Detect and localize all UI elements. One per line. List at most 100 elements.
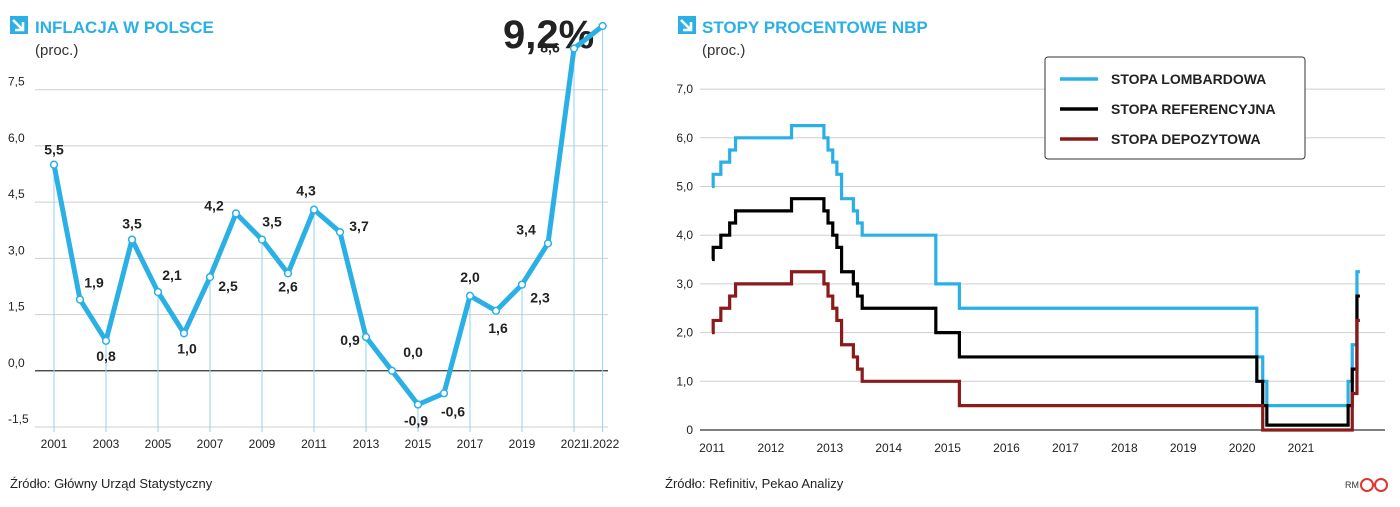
inflation-data-point <box>179 329 189 338</box>
inflation-x-tick-label: 2017 <box>457 437 484 451</box>
inflation-data-label: -0,9 <box>404 413 428 429</box>
inflation-data-point <box>257 235 267 244</box>
inflation-unit: (proc.) <box>35 42 78 59</box>
inflation-x-tick-label: 2005 <box>145 437 172 451</box>
inflation-data-label: 4,2 <box>204 197 224 213</box>
inflation-gridlines <box>35 89 608 428</box>
inflation-data-label: 0,0 <box>403 344 423 360</box>
inflation-data-label: 3,5 <box>262 214 282 230</box>
inflation-data-label: 2,1 <box>162 267 182 283</box>
inflation-series-line <box>51 23 606 408</box>
inflation-data-labels: 5,5 1,9 0,8 3,5 2,1 1,0 2,5 4,2 3,5 2,6 4,3 3,7 0,9 0… <box>44 39 560 428</box>
rates-x-tick-label: 2014 <box>875 441 902 455</box>
inflation-data-label: 1,6 <box>488 320 508 336</box>
inflation-data-point <box>387 366 397 375</box>
rates-x-tick-label: 2016 <box>993 441 1020 455</box>
inflation-data-label: -0,6 <box>441 403 465 419</box>
inflation-x-axis: 2001 2003 2005 2007 2009 2011 2013 2015 2017 2019… <box>41 437 620 451</box>
rates-y-axis: 7,0 6,0 5,0 4,0 3,0 2,0 1,0 0 <box>676 82 693 437</box>
inflation-data-point <box>335 227 345 237</box>
rates-x-tick-label: 2012 <box>758 441 785 455</box>
rates-title-arrow-icon <box>678 16 696 34</box>
inflation-data-label: 3,7 <box>349 218 369 234</box>
inflation-data-point <box>231 209 241 218</box>
inflation-data-label: 3,4 <box>516 221 536 237</box>
rates-series-line <box>711 197 1360 427</box>
inflation-y-axis: 7,5 6,0 4,5 3,0 1,5 0,0 -1,5 <box>8 75 29 426</box>
inflation-x-tick-label: 2001 <box>41 437 68 451</box>
inflation-data-point <box>101 336 111 345</box>
rates-legend: STOPA LOMBARDOWA STOPA REFERENCYJNA STOPA … <box>1044 56 1306 160</box>
inflation-data-label: 3,5 <box>122 216 142 232</box>
rates-x-tick-label: 2011 <box>699 441 725 455</box>
inflation-data-point <box>569 44 579 53</box>
inflation-data-point <box>153 287 163 297</box>
inflation-x-tick-label: 2003 <box>93 437 120 451</box>
inflation-highlight-value: 9,2% <box>503 13 594 57</box>
rates-x-axis: 2011 2012 2013 2014 2015 2016 2017 2018 2019 2020… <box>699 441 1315 455</box>
inflation-x-tick-label: I.2022 <box>586 437 620 451</box>
inflation-y-tick-label: -1,5 <box>8 412 29 426</box>
rates-legend-label: STOPA REFERENCYJNA <box>1111 101 1276 117</box>
rates-y-tick-label: 7,0 <box>676 82 693 96</box>
inflation-y-tick-label: 1,5 <box>8 300 25 314</box>
inflation-title-arrow-icon <box>10 16 28 34</box>
inflation-y-tick-label: 7,5 <box>8 75 25 89</box>
rates-y-tick-label: 1,0 <box>676 374 693 388</box>
rates-x-tick-label: 2013 <box>816 441 843 455</box>
inflation-line <box>51 23 606 408</box>
rates-y-tick-label: 2,0 <box>676 326 693 340</box>
rates-y-tick-label: 5,0 <box>676 180 693 194</box>
publisher-logo: RM <box>1345 478 1388 492</box>
rates-x-tick-label: 2018 <box>1111 441 1138 455</box>
inflation-data-point <box>413 400 423 409</box>
inflation-data-point <box>598 21 607 31</box>
publisher-initials: RM <box>1345 480 1359 490</box>
inflation-data-point <box>127 235 137 244</box>
inflation-x-tick-label: 2013 <box>353 437 380 451</box>
logo-circle-right-icon <box>1374 478 1388 492</box>
rates-legend-label: STOPA DEPOZYTOWA <box>1111 131 1261 147</box>
inflation-data-label: 1,0 <box>177 340 197 356</box>
inflation-x-tick-label: 2011 <box>301 437 327 451</box>
inflation-data-point <box>283 269 293 278</box>
rates-panel: STOPY PROCENTOWE NBP (proc.) 7,0 6,0 5,0 4,… <box>665 16 1388 492</box>
inflation-x-tick-label: 2019 <box>509 437 536 451</box>
inflation-source: Źródło: Główny Urząd Statystyczny <box>10 476 213 491</box>
inflation-points <box>49 21 607 409</box>
rates-x-tick-label: 2015 <box>934 441 961 455</box>
inflation-data-point <box>543 239 553 248</box>
inflation-data-label: 0,9 <box>340 332 360 348</box>
inflation-data-point <box>517 280 527 289</box>
inflation-data-point <box>465 291 475 300</box>
rates-title: STOPY PROCENTOWE NBP <box>702 18 928 37</box>
inflation-data-point <box>439 389 449 398</box>
rates-y-tick-label: 6,0 <box>676 131 693 145</box>
rates-source: Źródło: Refinitiv, Pekao Analizy <box>665 476 844 491</box>
inflation-x-tick-label: 2015 <box>405 437 432 451</box>
rates-x-tick-label: 2021 <box>1288 441 1315 455</box>
inflation-data-label: 2,5 <box>218 278 238 294</box>
inflation-data-label: 2,0 <box>460 269 480 285</box>
inflation-y-tick-label: 3,0 <box>8 243 25 257</box>
rates-lines <box>711 124 1360 432</box>
rates-series-line <box>711 124 1360 408</box>
inflation-data-label: 2,3 <box>530 290 550 306</box>
inflation-data-point <box>309 205 319 214</box>
rates-y-tick-label: 4,0 <box>676 228 693 242</box>
rates-x-tick-label: 2019 <box>1170 441 1197 455</box>
inflation-panel: INFLACJA W POLSCE (proc.) 9,2% 7,5 6,0 4,5… <box>8 13 620 491</box>
inflation-data-label: 1,9 <box>84 275 104 291</box>
inflation-data-point <box>205 272 215 282</box>
rates-series-line <box>711 270 1360 432</box>
inflation-data-point <box>49 160 59 169</box>
inflation-data-label: 5,5 <box>44 142 64 158</box>
inflation-drop-lines <box>53 26 604 432</box>
inflation-y-tick-label: 6,0 <box>8 131 25 145</box>
rates-x-tick-label: 2020 <box>1229 441 1256 455</box>
logo-circle-left-icon <box>1360 478 1374 492</box>
inflation-y-tick-label: 4,5 <box>8 187 25 201</box>
inflation-data-point <box>361 332 371 342</box>
rates-x-tick-label: 2017 <box>1052 441 1079 455</box>
